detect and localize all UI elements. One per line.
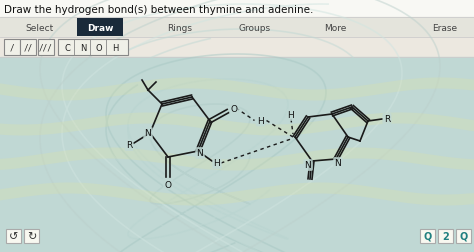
Text: Draw: Draw <box>87 23 113 32</box>
Bar <box>38 40 54 56</box>
Bar <box>420 229 435 243</box>
Text: Q: Q <box>459 231 468 241</box>
Text: 2: 2 <box>442 231 449 241</box>
Text: Select: Select <box>26 23 54 32</box>
Bar <box>77 19 123 37</box>
Text: O: O <box>96 43 102 52</box>
Text: N: N <box>80 43 86 52</box>
Text: H: H <box>288 111 294 120</box>
Text: Erase: Erase <box>432 23 457 32</box>
Text: //: // <box>23 43 33 52</box>
Bar <box>456 229 471 243</box>
Text: ↺: ↺ <box>9 231 18 241</box>
Bar <box>0 0 474 18</box>
Text: N: N <box>335 159 341 168</box>
Bar <box>0 58 474 252</box>
Text: O: O <box>164 180 172 189</box>
Text: /: / <box>9 43 14 52</box>
Text: H: H <box>214 159 220 168</box>
Text: More: More <box>324 23 346 32</box>
Text: O: O <box>230 104 237 113</box>
Bar <box>6 229 21 243</box>
Bar <box>0 38 474 58</box>
Text: C: C <box>64 43 70 52</box>
Bar <box>4 40 20 56</box>
Bar <box>20 40 36 56</box>
Text: N: N <box>305 161 311 170</box>
Bar <box>438 229 453 243</box>
Text: H: H <box>257 116 264 125</box>
Text: Rings: Rings <box>167 23 192 32</box>
Text: ///: /// <box>39 43 53 52</box>
Text: ↻: ↻ <box>27 231 36 241</box>
Text: Q: Q <box>423 231 432 241</box>
Text: H: H <box>112 43 118 52</box>
Bar <box>0 18 474 38</box>
Text: Draw the hydrogen bond(s) between thymine and adenine.: Draw the hydrogen bond(s) between thymin… <box>4 5 313 15</box>
Bar <box>24 229 39 243</box>
Text: N: N <box>145 129 151 138</box>
Text: Groups: Groups <box>239 23 271 32</box>
Text: R: R <box>126 141 132 150</box>
Bar <box>58 40 128 56</box>
Text: N: N <box>197 149 203 158</box>
Text: R: R <box>384 115 390 124</box>
